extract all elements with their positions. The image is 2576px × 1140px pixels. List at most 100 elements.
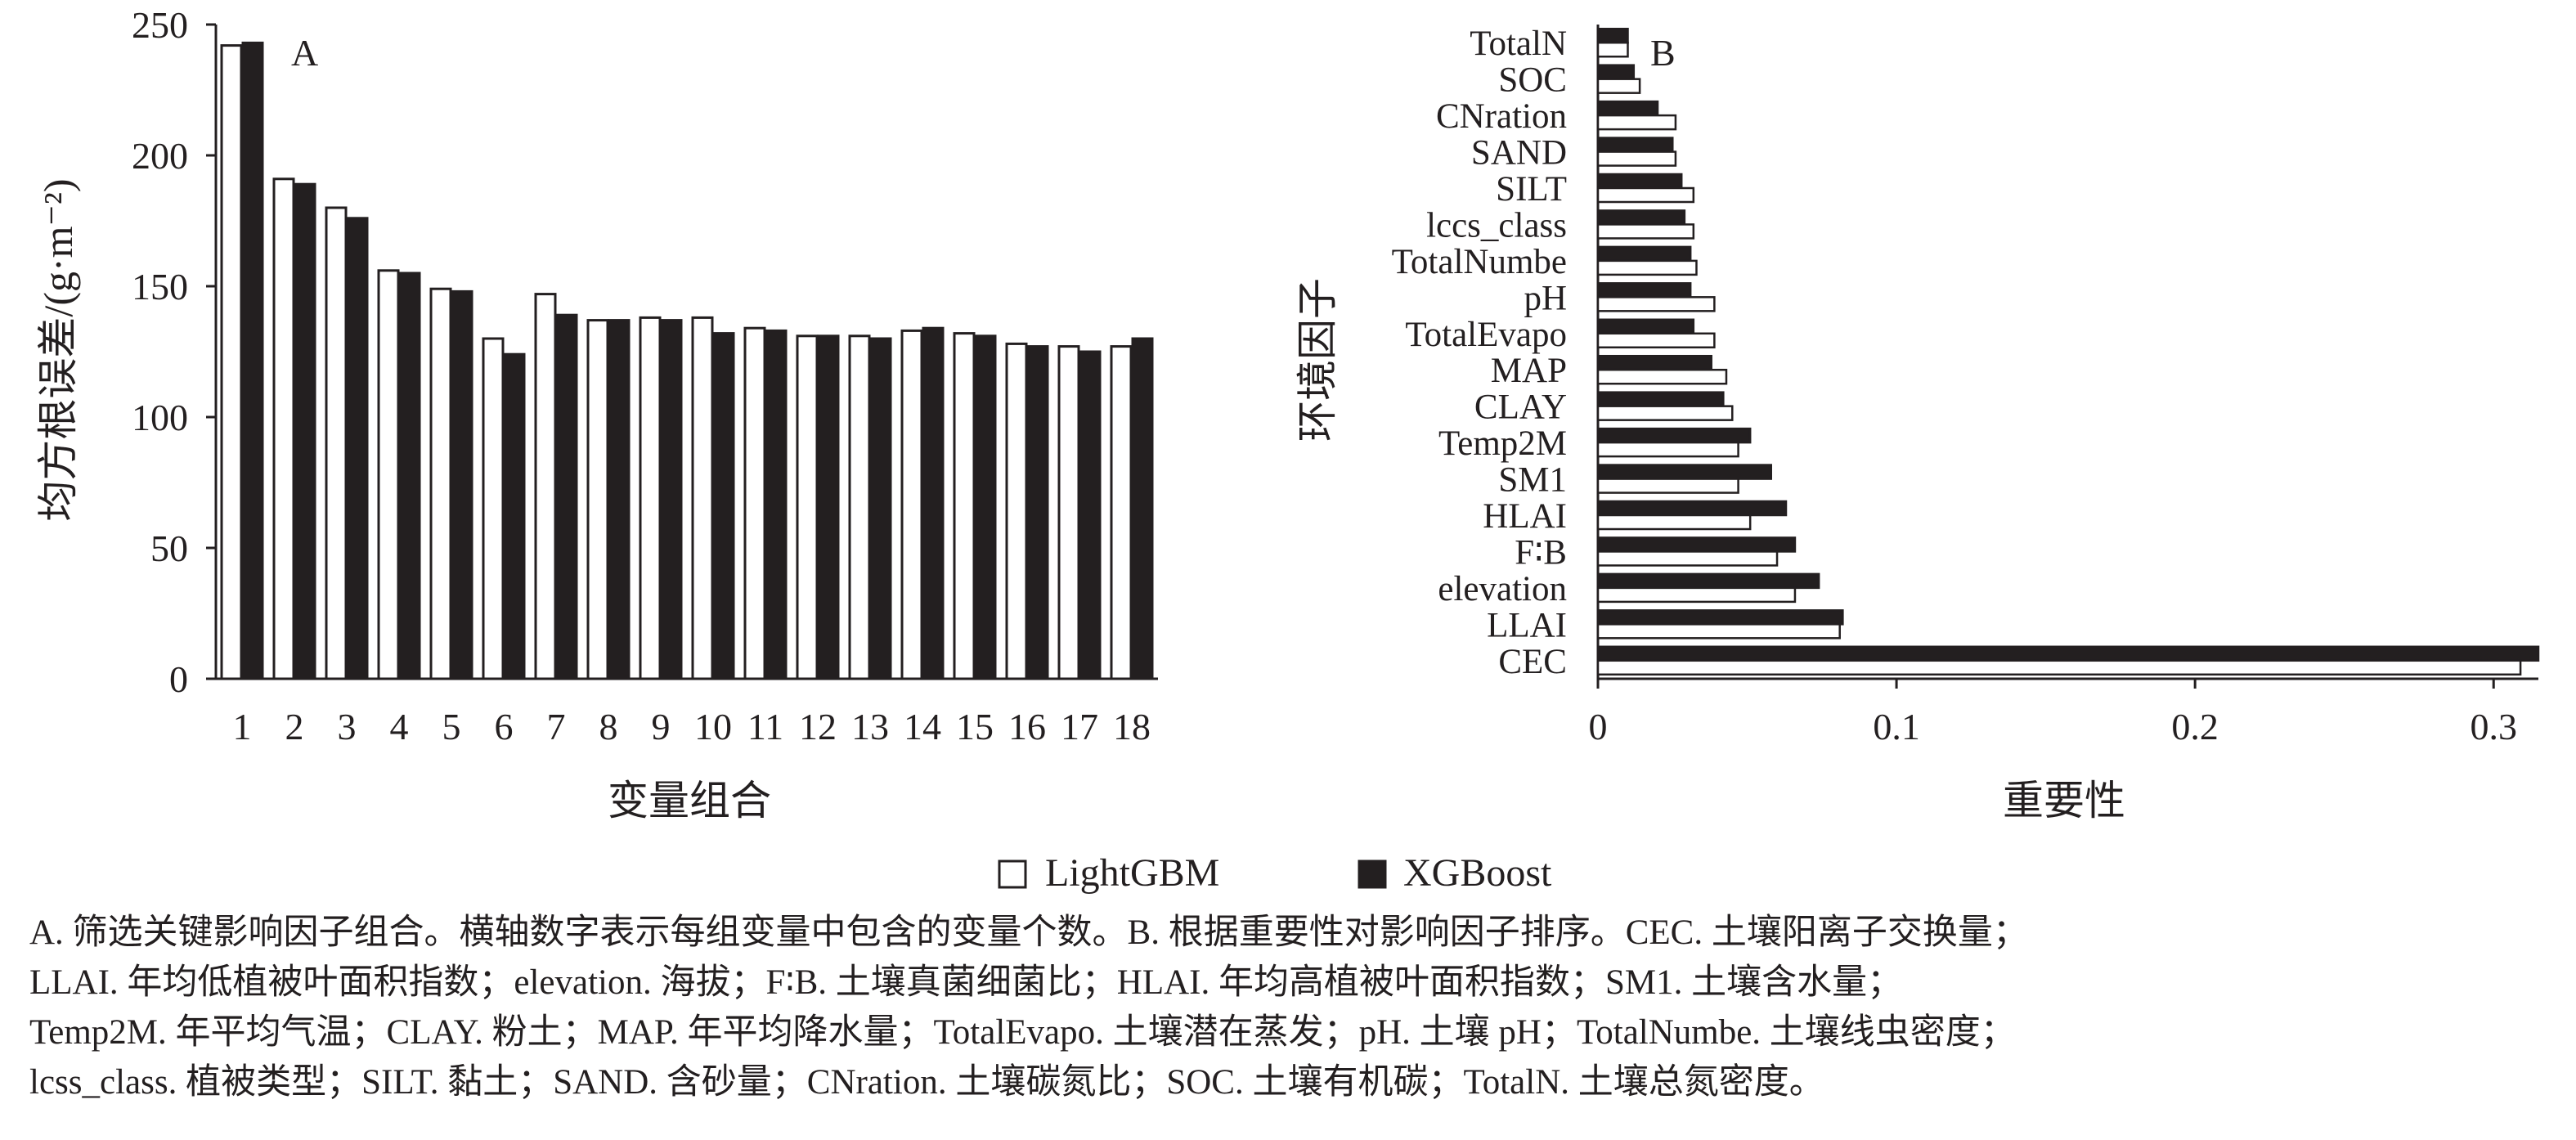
- x-tick-label: 6: [495, 706, 514, 747]
- bar-lightgbm-8: [586, 319, 609, 680]
- bar-xgboost-6: [503, 352, 526, 680]
- y-category-label: lccs_class: [1426, 206, 1567, 245]
- bar-lightgbm-CLAY: [1596, 405, 1734, 421]
- bar-xgboost-16: [1026, 345, 1049, 680]
- bar-xgboost-3: [346, 217, 369, 680]
- bar-lightgbm-SILT: [1596, 186, 1695, 204]
- bar-xgboost-TotalEvapo: [1596, 318, 1695, 335]
- bar-lightgbm-CEC: [1596, 659, 2522, 676]
- caption-line: A. 筛选关键影响因子组合。横轴数字表示每组变量中包含的变量个数。B. 根据重要…: [29, 913, 2028, 952]
- bar-lightgbm-17: [1057, 345, 1080, 680]
- chart-a-panel-label: A: [291, 32, 318, 74]
- bar-xgboost-HLAI: [1596, 500, 1788, 517]
- caption-line: Temp2M. 年平均气温；CLAY. 粉土；MAP. 年平均降水量；Total…: [29, 1013, 2016, 1052]
- bar-lightgbm-HLAI: [1596, 514, 1752, 531]
- bar-lightgbm-CNration: [1596, 114, 1677, 131]
- bar-xgboost-13: [869, 337, 892, 680]
- bar-lightgbm-Temp2M: [1596, 441, 1739, 458]
- chart-a-y-axis-title: 均方根误差/(g·m⁻²): [35, 178, 81, 521]
- x-tick-label: 13: [851, 706, 889, 747]
- bar-lightgbm-SM1: [1596, 478, 1739, 494]
- bar-xgboost-TotalNumbe: [1596, 245, 1692, 263]
- y-category-label: LLAI: [1487, 606, 1567, 644]
- x-tick-label: 0.3: [2470, 706, 2517, 747]
- x-tick-label: 16: [1008, 706, 1046, 747]
- y-category-label: CEC: [1498, 643, 1567, 681]
- y-category-label: HLAI: [1483, 497, 1567, 536]
- legend: LightGBM XGBoost: [998, 851, 1552, 895]
- y-category-label: MAP: [1491, 352, 1567, 390]
- bar-lightgbm-TotalN: [1596, 41, 1629, 58]
- x-tick-label: 12: [799, 706, 837, 747]
- bar-lightgbm-11: [743, 326, 766, 680]
- x-tick-label: 7: [547, 706, 566, 747]
- bar-lightgbm-13: [848, 334, 871, 680]
- x-tick-label: 17: [1061, 706, 1098, 747]
- legend-swatch-lightgbm: [998, 859, 1027, 889]
- bar-xgboost-1: [241, 41, 264, 680]
- bar-lightgbm-LLAI: [1596, 623, 1841, 640]
- bar-lightgbm-lccs_class: [1596, 223, 1695, 240]
- bar-xgboost-4: [398, 272, 421, 680]
- bar-xgboost-SILT: [1596, 173, 1683, 190]
- x-tick-label: 18: [1113, 706, 1151, 747]
- x-tick-label: 10: [694, 706, 732, 747]
- bar-lightgbm-F∶B: [1596, 550, 1779, 567]
- y-category-label: SAND: [1471, 134, 1567, 173]
- bar-xgboost-Temp2M: [1596, 427, 1752, 444]
- y-category-label: F∶B: [1515, 533, 1567, 572]
- y-tick-label: 50: [150, 527, 188, 569]
- bar-xgboost-5: [451, 289, 473, 680]
- bar-lightgbm-2: [272, 177, 295, 680]
- bar-lightgbm-18: [1110, 345, 1133, 680]
- legend-label-xgboost: XGBoost: [1403, 851, 1552, 895]
- bar-lightgbm-10: [691, 316, 714, 680]
- bar-xgboost-2: [294, 182, 316, 680]
- chart-b-panel-label: B: [1650, 32, 1676, 74]
- bar-xgboost-CLAY: [1596, 391, 1725, 407]
- y-category-label: Temp2M: [1438, 424, 1567, 463]
- y-tick-label: 100: [132, 397, 188, 438]
- bar-lightgbm-15: [953, 332, 976, 680]
- chart-b-y-axis-title: 环境因子: [1295, 278, 1340, 442]
- x-tick-label: 4: [390, 706, 409, 747]
- bar-xgboost-elevation: [1596, 572, 1820, 590]
- bar-xgboost-F∶B: [1596, 536, 1797, 553]
- bar-lightgbm-SOC: [1596, 78, 1641, 94]
- x-tick-label: 0.2: [2171, 706, 2219, 747]
- bar-lightgbm-12: [796, 334, 819, 680]
- chart-b-x-axis-title: 重要性: [2003, 778, 2125, 824]
- bar-lightgbm-7: [534, 293, 557, 680]
- x-tick-label: 9: [652, 706, 671, 747]
- y-category-label: TotalEvapo: [1405, 316, 1567, 354]
- bar-xgboost-CEC: [1596, 645, 2540, 662]
- bar-xgboost-10: [712, 332, 735, 680]
- bar-xgboost-7: [555, 313, 578, 680]
- bar-xgboost-SM1: [1596, 464, 1772, 480]
- bar-xgboost-15: [974, 334, 997, 680]
- x-tick-label: 14: [904, 706, 941, 747]
- bar-xgboost-8: [608, 319, 631, 680]
- bar-xgboost-14: [922, 326, 945, 680]
- x-tick-label: 0.1: [1873, 706, 1920, 747]
- y-category-label: TotalN: [1470, 25, 1567, 63]
- bar-lightgbm-TotalEvapo: [1596, 332, 1716, 349]
- bar-lightgbm-3: [325, 206, 348, 680]
- figure-caption: A. 筛选关键影响因子组合。横轴数字表示每组变量中包含的变量个数。B. 根据重要…: [29, 908, 2556, 1107]
- bar-lightgbm-6: [482, 337, 505, 680]
- bar-xgboost-SAND: [1596, 137, 1674, 153]
- x-tick-label: 2: [285, 706, 304, 747]
- y-tick-label: 150: [132, 266, 188, 307]
- bar-lightgbm-MAP: [1596, 368, 1728, 385]
- bar-xgboost-17: [1079, 350, 1102, 680]
- y-tick-label: 250: [132, 4, 188, 46]
- x-tick-label: 3: [338, 706, 357, 747]
- caption-line: lcss_class. 植被类型；SILT. 黏土；SAND. 含砂量；CNra…: [29, 1063, 1824, 1102]
- bar-xgboost-12: [817, 334, 840, 680]
- x-tick-label: 8: [599, 706, 618, 747]
- y-category-label: TotalNumbe: [1392, 243, 1567, 281]
- bar-lightgbm-14: [900, 329, 923, 680]
- bar-lightgbm-SAND: [1596, 150, 1677, 167]
